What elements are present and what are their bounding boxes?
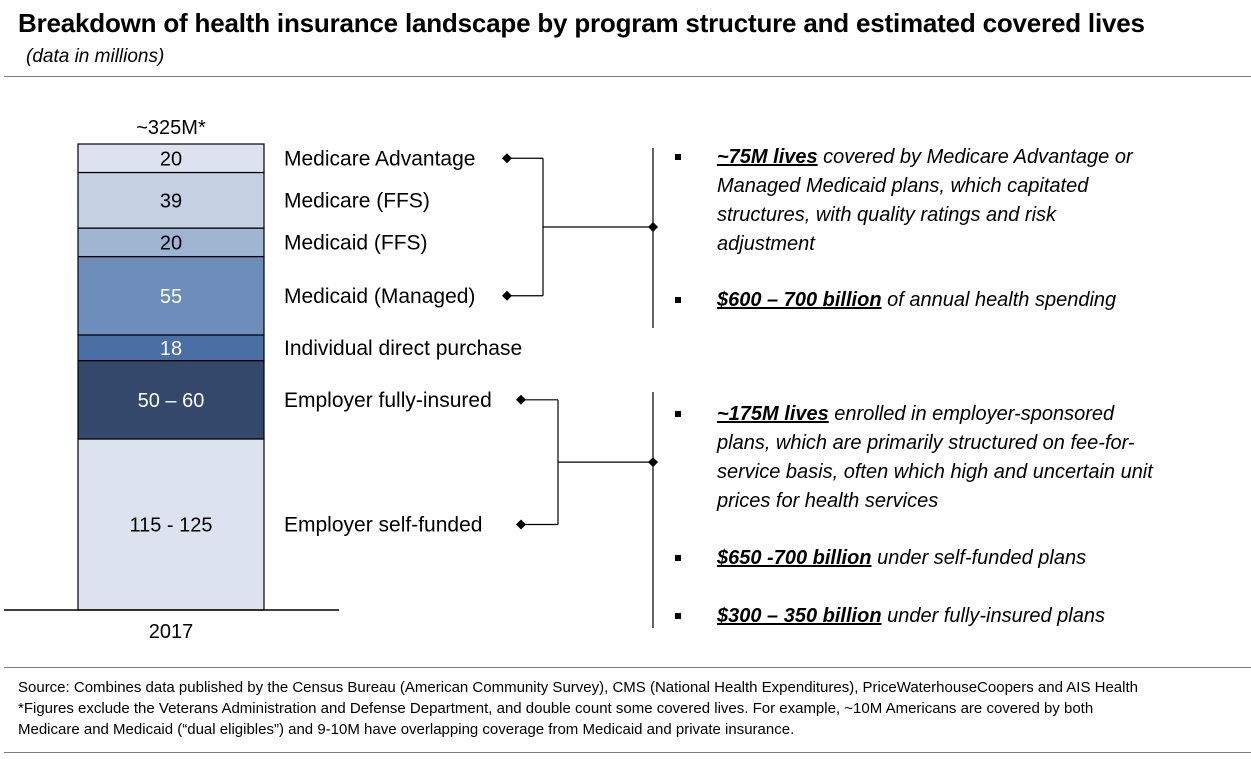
bar-segment-5 bbox=[77, 171, 265, 229]
bullet-text: adjustment bbox=[717, 233, 815, 255]
bottom-divider bbox=[4, 752, 1251, 753]
footer-note-1: *Figures exclude the Veterans Administra… bbox=[18, 700, 1094, 717]
bullet-square-icon bbox=[675, 555, 681, 561]
bullet-square-icon bbox=[675, 411, 681, 417]
segment-value-label-1: 50 – 60 bbox=[138, 390, 205, 412]
bullet-text: covered by Medicare Advantage or bbox=[817, 146, 1133, 168]
bullet-text: plans, which are primarily structured on… bbox=[717, 432, 1135, 454]
employer-diamond-bottom bbox=[516, 519, 526, 530]
bullet-emphasis: $650 -700 billion bbox=[717, 547, 872, 569]
bullet-item: $650 -700 billion under self-funded plan… bbox=[675, 544, 1086, 573]
bullet-text: service basis, often which high and unce… bbox=[717, 461, 1153, 483]
public-diamond-join bbox=[648, 222, 658, 233]
bullet-text: of annual health spending bbox=[881, 289, 1117, 311]
segment-value-label-3: 55 bbox=[160, 286, 182, 308]
segment-value-label-0: 115 - 125 bbox=[129, 514, 212, 536]
segment-category-label-5: Medicare (FFS) bbox=[284, 189, 430, 212]
footer-note-2: Medicare and Medicaid (“dual eligibles”)… bbox=[18, 721, 795, 738]
segment-category-label-2: Individual direct purchase bbox=[284, 337, 522, 360]
bullet-emphasis: $600 – 700 billion bbox=[717, 289, 882, 311]
footer-divider bbox=[4, 667, 1251, 668]
bullet-square-icon bbox=[675, 154, 681, 160]
bullet-line: $600 – 700 billion of annual health spen… bbox=[717, 286, 1116, 315]
employer-diamond-join bbox=[648, 457, 658, 468]
bullet-item: ~175M lives enrolled in employer-sponsor… bbox=[675, 400, 1153, 516]
bar-segment-1 bbox=[77, 360, 265, 440]
bullet-emphasis: $300 – 350 billion bbox=[717, 605, 882, 627]
bullet-line: plans, which are primarily structured on… bbox=[717, 429, 1153, 458]
bullet-line: prices for health services bbox=[717, 487, 1153, 516]
segment-category-label-3: Medicaid (Managed) bbox=[284, 285, 475, 308]
bullet-emphasis: ~75M lives bbox=[717, 146, 818, 168]
stacked-bar-chart: 115 - 125 Employer self-funded 50 – 60 Empl… bbox=[4, 117, 658, 643]
header-divider bbox=[4, 76, 1251, 77]
bullet-text: under self-funded plans bbox=[871, 547, 1087, 569]
bullet-line: structures, with quality ratings and ris… bbox=[717, 201, 1133, 230]
employer-diamond-top bbox=[516, 394, 526, 405]
footer-notes: Source: Combines data published by the C… bbox=[18, 677, 1138, 740]
x-axis-label: 2017 bbox=[149, 621, 194, 643]
bullet-text: prices for health services bbox=[717, 490, 939, 512]
bullet-line: ~75M lives covered by Medicare Advantage… bbox=[717, 143, 1133, 172]
bar-segment-4 bbox=[77, 227, 265, 258]
segment-category-label-1: Employer fully-insured bbox=[284, 389, 492, 412]
bullet-item: $600 – 700 billion of annual health spen… bbox=[675, 286, 1116, 315]
public-diamond-top bbox=[502, 153, 512, 164]
segment-value-label-6: 20 bbox=[160, 148, 182, 170]
page-subtitle: (data in millions) bbox=[26, 46, 165, 67]
segment-value-label-5: 39 bbox=[160, 190, 182, 212]
bullet-line: adjustment bbox=[717, 230, 1133, 259]
segment-category-label-6: Medicare Advantage bbox=[284, 147, 475, 170]
bar-segment-3 bbox=[77, 255, 265, 336]
bullet-emphasis: ~175M lives bbox=[717, 403, 829, 425]
segment-category-label-0: Employer self-funded bbox=[284, 513, 482, 536]
bullet-line: $300 – 350 billion under fully-insured p… bbox=[717, 602, 1105, 631]
page-title: Breakdown of health insurance landscape … bbox=[18, 8, 1145, 38]
bullet-text: Managed Medicaid plans, which capitated bbox=[717, 175, 1089, 197]
total-label: ~325M* bbox=[136, 117, 206, 139]
bullet-line: Managed Medicaid plans, which capitated bbox=[717, 172, 1133, 201]
footer-source: Source: Combines data published by the C… bbox=[18, 679, 1138, 696]
bullet-line: $650 -700 billion under self-funded plan… bbox=[717, 544, 1086, 573]
bullet-item: ~75M lives covered by Medicare Advantage… bbox=[675, 143, 1133, 259]
bullet-line: service basis, often which high and unce… bbox=[717, 458, 1153, 487]
segment-value-label-2: 18 bbox=[160, 338, 182, 360]
bullet-square-icon bbox=[675, 613, 681, 619]
bullet-line: ~175M lives enrolled in employer-sponsor… bbox=[717, 400, 1153, 429]
bullet-text: under fully-insured plans bbox=[881, 605, 1105, 627]
segment-value-label-4: 20 bbox=[160, 232, 182, 254]
bullet-text: structures, with quality ratings and ris… bbox=[717, 204, 1057, 226]
bar-segment-6 bbox=[77, 143, 265, 174]
bullet-square-icon bbox=[675, 297, 681, 303]
bullet-text: enrolled in employer-sponsored bbox=[828, 403, 1115, 425]
segment-category-label-4: Medicaid (FFS) bbox=[284, 231, 428, 254]
bullet-item: $300 – 350 billion under fully-insured p… bbox=[675, 602, 1105, 631]
bar-segment-0 bbox=[77, 438, 265, 611]
public-diamond-bottom bbox=[502, 290, 512, 301]
